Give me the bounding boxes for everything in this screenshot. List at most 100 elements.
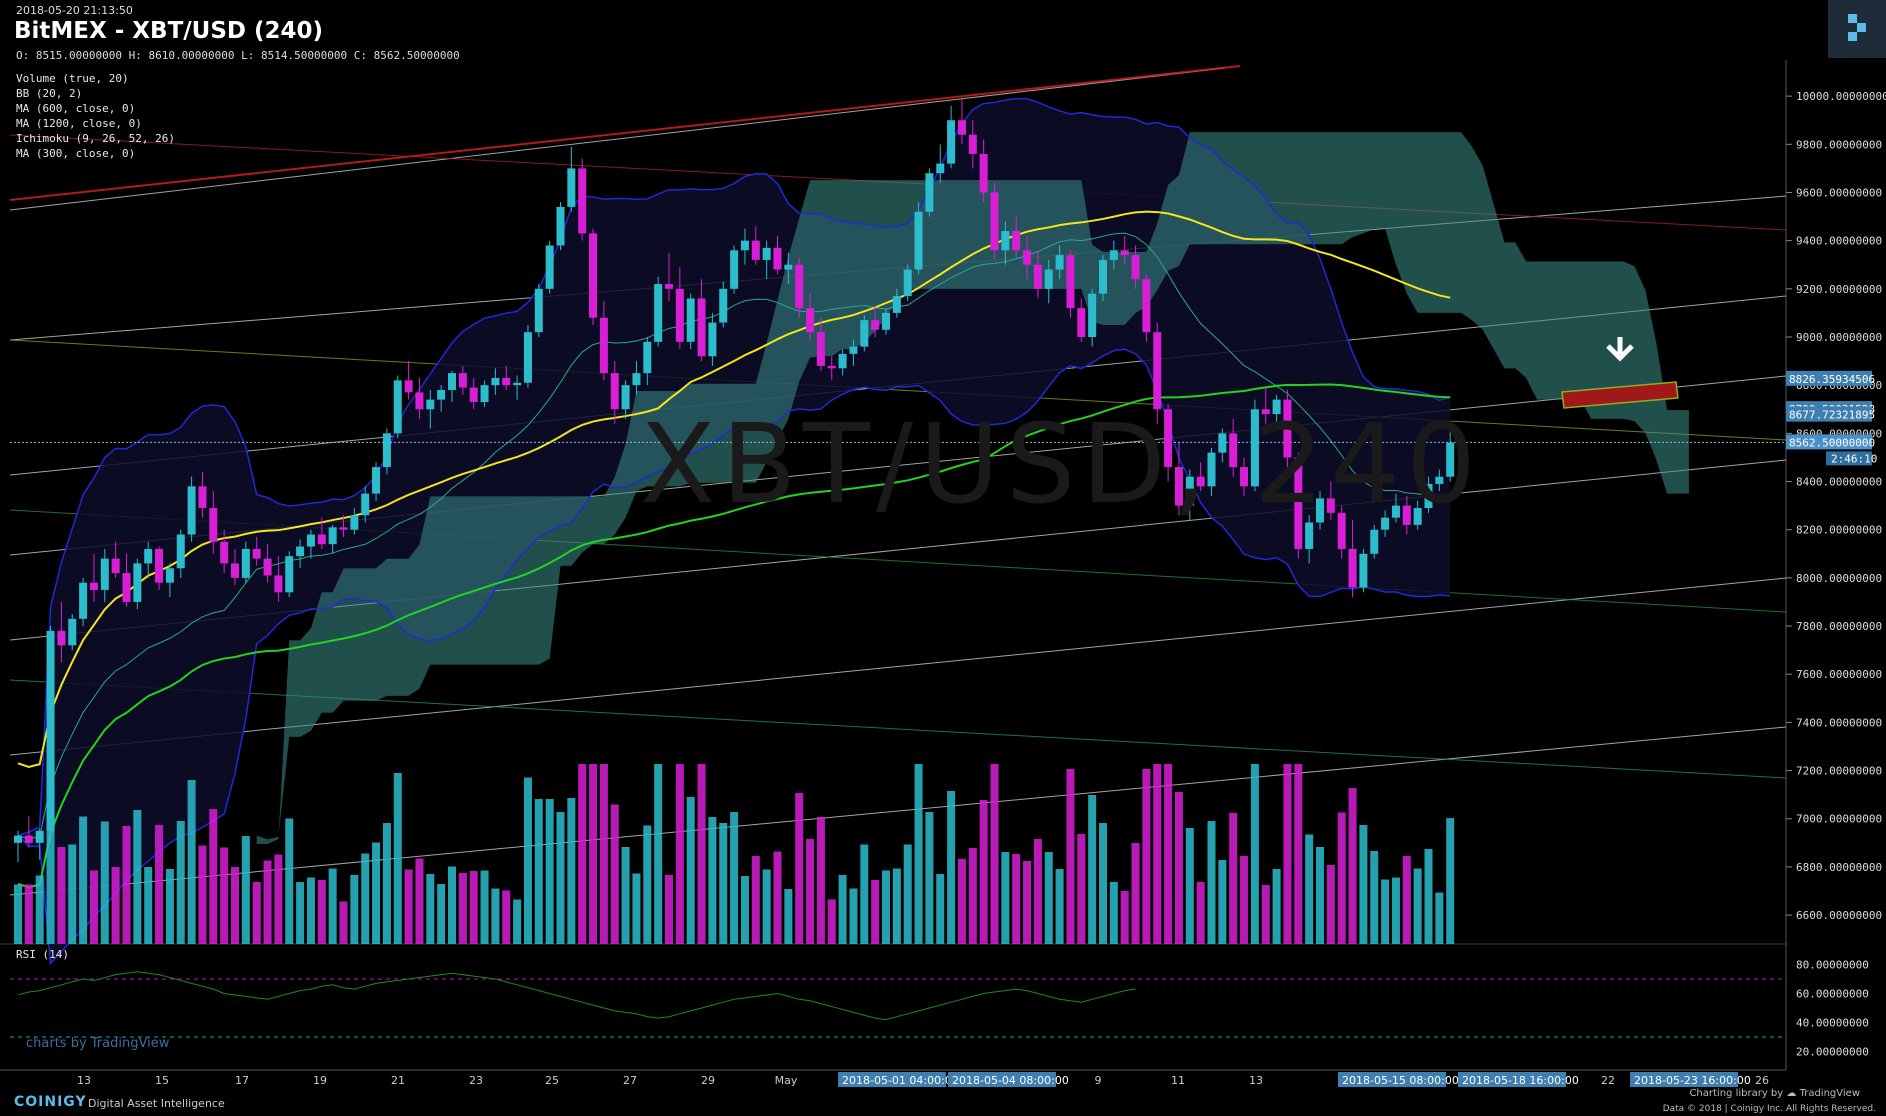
volume-bar xyxy=(621,847,630,944)
x-tick-label: 23 xyxy=(469,1074,483,1087)
y-tick-label: 9200.00000000 xyxy=(1796,283,1882,296)
volume-bar xyxy=(100,821,109,944)
indicator-volume[interactable]: Volume (true, 20) xyxy=(16,72,129,85)
volume-bar xyxy=(1272,869,1281,944)
y-tick-label: 7000.00000000 xyxy=(1796,813,1882,826)
x-highlight-label: 2018-05-15 08:00:00 xyxy=(1342,1074,1459,1087)
volume-bar xyxy=(1424,849,1433,944)
volume-bar xyxy=(274,854,283,944)
volume-bar xyxy=(306,877,315,944)
candle-body xyxy=(936,163,945,174)
volume-bar xyxy=(1109,882,1118,944)
volume-bar xyxy=(1012,854,1021,944)
volume-bar xyxy=(860,844,869,944)
volume-bar xyxy=(404,869,413,944)
candle-body xyxy=(1370,529,1379,554)
volume-bar xyxy=(632,873,641,944)
candle-body xyxy=(784,264,793,270)
volume-bar xyxy=(936,874,945,944)
annotation-box xyxy=(1561,381,1679,409)
volume-bar xyxy=(415,858,424,944)
candle-body xyxy=(578,168,587,234)
candle-body xyxy=(1218,433,1227,453)
x-highlight-label: 2018-05-23 16:00:00 xyxy=(1634,1074,1751,1087)
volume-bar xyxy=(1099,823,1107,944)
candle-body xyxy=(1001,231,1010,251)
volume-bar xyxy=(882,870,890,944)
candle-body xyxy=(751,240,760,260)
chart-timestamp: 2018-05-20 21:13:50 xyxy=(16,4,133,17)
candle-body xyxy=(1077,308,1086,338)
candle-body xyxy=(1164,409,1173,468)
candle-body xyxy=(1012,231,1021,251)
y-tick-label: 6600.00000000 xyxy=(1796,909,1882,922)
volume-bar xyxy=(719,823,728,944)
candle-body xyxy=(882,312,890,330)
candle-body xyxy=(1033,264,1042,289)
volume-bar xyxy=(252,882,261,944)
volume-bar xyxy=(317,880,326,944)
footer-brand[interactable]: COINIGY xyxy=(14,1094,87,1110)
volume-bar xyxy=(1164,764,1173,944)
volume-bar xyxy=(665,875,673,944)
candle-body xyxy=(599,317,608,374)
volume-bar xyxy=(751,856,760,944)
y-tick-label: 7400.00000000 xyxy=(1796,716,1882,729)
volume-bar xyxy=(339,901,348,944)
volume-bar xyxy=(24,884,33,944)
x-highlight-box xyxy=(838,1072,946,1087)
candle-body xyxy=(79,582,88,619)
volume-bar xyxy=(437,884,446,944)
volume-bar xyxy=(1381,879,1390,944)
x-tick-label: 11 xyxy=(1171,1074,1185,1087)
volume-bar xyxy=(947,791,956,944)
volume-bar xyxy=(914,764,923,944)
rsi-tick-label: 40.00000000 xyxy=(1796,1017,1869,1030)
rsi-label[interactable]: RSI (14) xyxy=(16,948,69,961)
volume-bar xyxy=(122,826,131,944)
candle-body xyxy=(686,298,695,342)
candle-body xyxy=(231,563,239,578)
footer-charting[interactable]: Charting library by ☁ TradingView xyxy=(1689,1088,1860,1099)
volume-bar xyxy=(599,764,608,944)
volume-bar xyxy=(133,810,142,944)
volume-bar xyxy=(144,867,153,944)
indicator-ichimoku[interactable]: Ichimoku (9, 26, 52, 26) xyxy=(16,132,175,145)
candle-body xyxy=(1196,476,1205,487)
volume-bar xyxy=(1446,818,1455,944)
price-label-box xyxy=(1786,370,1872,386)
indicator-ma300[interactable]: MA (300, close, 0) xyxy=(16,147,136,160)
candle-body xyxy=(14,835,22,843)
candle-body xyxy=(1229,433,1238,468)
footer-tradingview[interactable]: TradingView xyxy=(1799,1088,1860,1099)
candle-body xyxy=(697,298,706,357)
candle-body xyxy=(513,382,522,386)
candle-body xyxy=(502,377,511,386)
candle-body xyxy=(957,120,966,135)
trend-line xyxy=(9,679,1787,779)
y-tick-label: 9000.00000000 xyxy=(1796,331,1882,344)
indicator-bb[interactable]: BB (20, 2) xyxy=(16,87,83,100)
y-tick-label: 6800.00000000 xyxy=(1796,861,1882,874)
candle-body xyxy=(469,387,478,403)
volume-bar xyxy=(762,869,771,944)
coinigy-logo-icon[interactable] xyxy=(1828,0,1886,58)
countdown-text: 2:46:10 xyxy=(1831,452,1877,465)
candle-body xyxy=(1185,476,1194,506)
volume-bar xyxy=(220,847,229,944)
candle-body xyxy=(1088,293,1097,338)
candle-body xyxy=(382,433,391,468)
volume-bar xyxy=(46,764,55,944)
volume-bar xyxy=(1196,882,1205,944)
volume-bar xyxy=(469,871,478,944)
candle-body xyxy=(372,467,381,494)
volume-bar xyxy=(480,870,489,944)
volume-bar xyxy=(209,809,218,944)
volume-bar xyxy=(1413,868,1422,944)
candle-body xyxy=(1305,522,1314,549)
indicator-ma600[interactable]: MA (600, close, 0) xyxy=(16,102,136,115)
volume-bar xyxy=(513,899,522,944)
indicator-ma1200[interactable]: MA (1200, close, 0) xyxy=(16,117,142,130)
x-highlight-box xyxy=(1338,1072,1446,1087)
